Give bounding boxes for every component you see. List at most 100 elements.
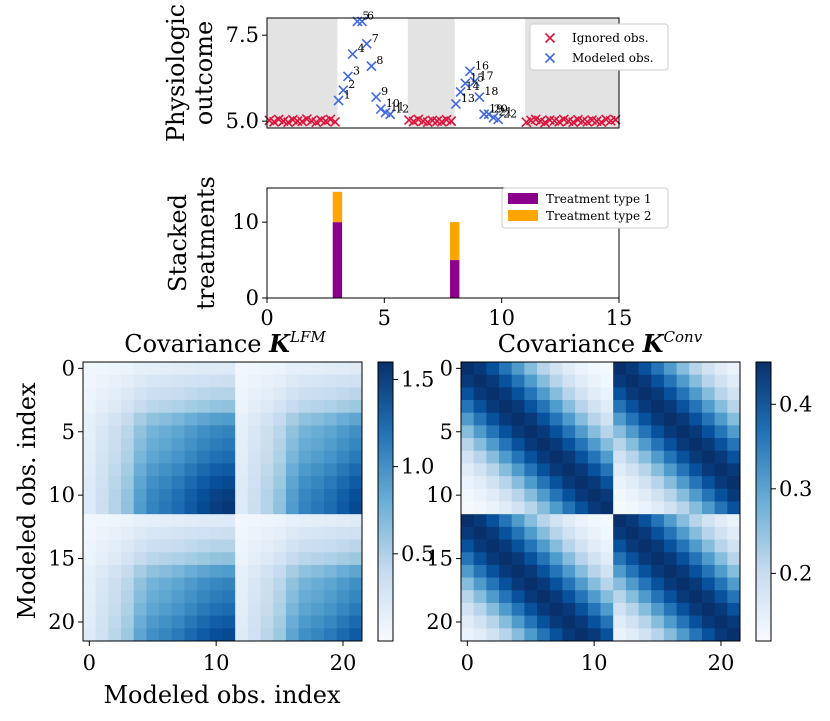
heatmap-cell-21-16 [663, 628, 677, 642]
heatmap-cell-10-4 [511, 488, 525, 502]
treatment2-bar-1 [450, 222, 460, 261]
heatmap-cell-9-12 [235, 476, 249, 490]
heatmap-cell-18-12 [613, 590, 627, 604]
heatmap-ytick-label-1: 5 [62, 420, 75, 444]
heatmap-cell-7-17 [676, 450, 690, 464]
heatmap-cell-3-6 [159, 400, 173, 414]
heatmap-cell-12-5 [146, 514, 160, 528]
heatmap-cell-18-5 [524, 590, 538, 604]
heatmap-cell-10-6 [537, 488, 551, 502]
heatmap-cell-1-6 [537, 374, 551, 388]
heatmap-cell-5-3 [499, 425, 513, 439]
heatmap-cell-16-15 [651, 564, 665, 578]
heatmap-cell-7-19 [323, 450, 338, 464]
heatmap-cell-20-20 [336, 615, 350, 629]
heatmap-cell-1-15 [273, 374, 287, 388]
heatmap-cell-5-15 [651, 425, 665, 439]
heatmap-cell-1-11 [222, 374, 236, 388]
heatmap-cell-20-21 [727, 615, 741, 629]
heatmap-cell-7-14 [260, 450, 274, 464]
heatmap-cell-15-7 [171, 552, 185, 566]
heatmap-cell-8-2 [486, 463, 500, 477]
heatmap-cell-18-17 [298, 590, 312, 604]
heatmap-cell-20-2 [486, 615, 500, 629]
heatmap-cell-19-6 [159, 602, 173, 617]
heatmap-cell-2-5 [146, 387, 160, 401]
heatmap-cell-18-12 [235, 590, 249, 604]
heatmap-cell-13-14 [260, 526, 274, 540]
heatmap-cell-1-13 [247, 374, 261, 388]
legend-ignored-cross-b [544, 32, 556, 44]
heatmap-cell-2-13 [625, 387, 639, 401]
heatmap-cell-12-19 [323, 514, 338, 528]
heatmap-cell-20-4 [133, 615, 147, 629]
heatmap-cell-7-13 [625, 450, 639, 464]
heatmap-cell-11-0 [83, 501, 97, 515]
conv-y-ticks: 0 5 10 15 20 [426, 356, 461, 634]
heatmap-cell-3-7 [549, 400, 563, 414]
heatmap-cell-1-19 [323, 374, 338, 388]
heatmap-cell-9-14 [260, 476, 274, 490]
heatmap-cell-21-14 [260, 628, 274, 642]
heatmap-cell-4-4 [133, 412, 147, 426]
heatmap-cell-12-6 [159, 514, 173, 528]
heatmap-cell-14-19 [323, 539, 338, 553]
heatmap-cell-17-9 [575, 577, 589, 591]
heatmap-cell-19-17 [298, 602, 312, 617]
heatmap-cell-21-5 [524, 628, 538, 642]
heatmap-cell-5-5 [524, 425, 538, 439]
heatmap-cell-14-9 [197, 539, 211, 553]
legend-ignored-marker [544, 32, 556, 44]
heatmap-cell-10-4 [133, 488, 147, 502]
heatmap-cell-9-16 [663, 476, 677, 490]
modeled-obs-marker-15-b [464, 66, 476, 77]
heatmap-cell-12-14 [260, 514, 274, 528]
modeled-obs-marker-8 [371, 91, 382, 103]
heatmap-cell-18-16 [663, 590, 677, 604]
heatmap-cell-21-15 [651, 628, 665, 642]
modeled-obs-label-17: 17 [480, 70, 494, 83]
heatmap-cell-6-11 [222, 438, 236, 452]
heatmap-cell-15-4 [133, 552, 147, 566]
heatmap-cell-20-11 [600, 615, 614, 629]
heatmap-cell-15-3 [499, 552, 513, 566]
heatmap-cell-11-14 [638, 501, 652, 515]
heatmap-cell-12-1 [473, 514, 487, 528]
heatmap-cell-4-1 [473, 412, 487, 426]
heatmap-cell-19-1 [95, 602, 109, 617]
heatmap-cell-8-6 [159, 463, 173, 477]
heatmap-cell-3-5 [524, 400, 538, 414]
heatmap-cell-16-9 [575, 564, 589, 578]
heatmap-cell-12-17 [676, 514, 690, 528]
modeled-obs-label-4: 4 [358, 42, 365, 55]
heatmap-cell-12-3 [121, 514, 135, 528]
heatmap-cell-20-18 [689, 615, 703, 629]
heatmap-cell-19-16 [285, 602, 299, 617]
heatmap-cell-2-1 [473, 387, 487, 401]
heatmap-cell-12-21 [349, 514, 363, 528]
heatmap-cell-11-16 [285, 501, 299, 515]
heatmap-cell-6-6 [537, 438, 551, 452]
heatmap-cell-20-7 [549, 615, 563, 629]
heatmap-cell-18-20 [336, 590, 350, 604]
heatmap-cell-9-18 [311, 476, 325, 490]
heatmap-cell-13-5 [524, 526, 538, 540]
heatmap-cell-14-13 [247, 539, 261, 553]
heatmap-cell-2-21 [727, 387, 741, 401]
outcome-ylabel-line2: outcome [190, 21, 218, 125]
heatmap-cell-7-2 [108, 450, 122, 464]
heatmap-cell-9-8 [562, 476, 576, 490]
heatmap-cell-16-5 [524, 564, 538, 578]
heatmap-cell-20-17 [676, 615, 690, 629]
modeled-obs-marker-2-b [342, 71, 354, 82]
heatmap-cell-0-1 [95, 362, 109, 376]
heatmap-cell-17-4 [133, 577, 147, 591]
heatmap-cell-7-15 [651, 450, 665, 464]
heatmap-cell-0-10 [587, 362, 601, 376]
heatmap-cell-10-6 [159, 488, 173, 502]
heatmap-cell-11-9 [575, 501, 589, 515]
heatmap-cell-8-5 [146, 463, 160, 477]
heatmap-cell-9-8 [184, 476, 198, 490]
heatmap-cell-6-20 [714, 438, 728, 452]
modeled-obs-marker-11 [385, 109, 396, 120]
